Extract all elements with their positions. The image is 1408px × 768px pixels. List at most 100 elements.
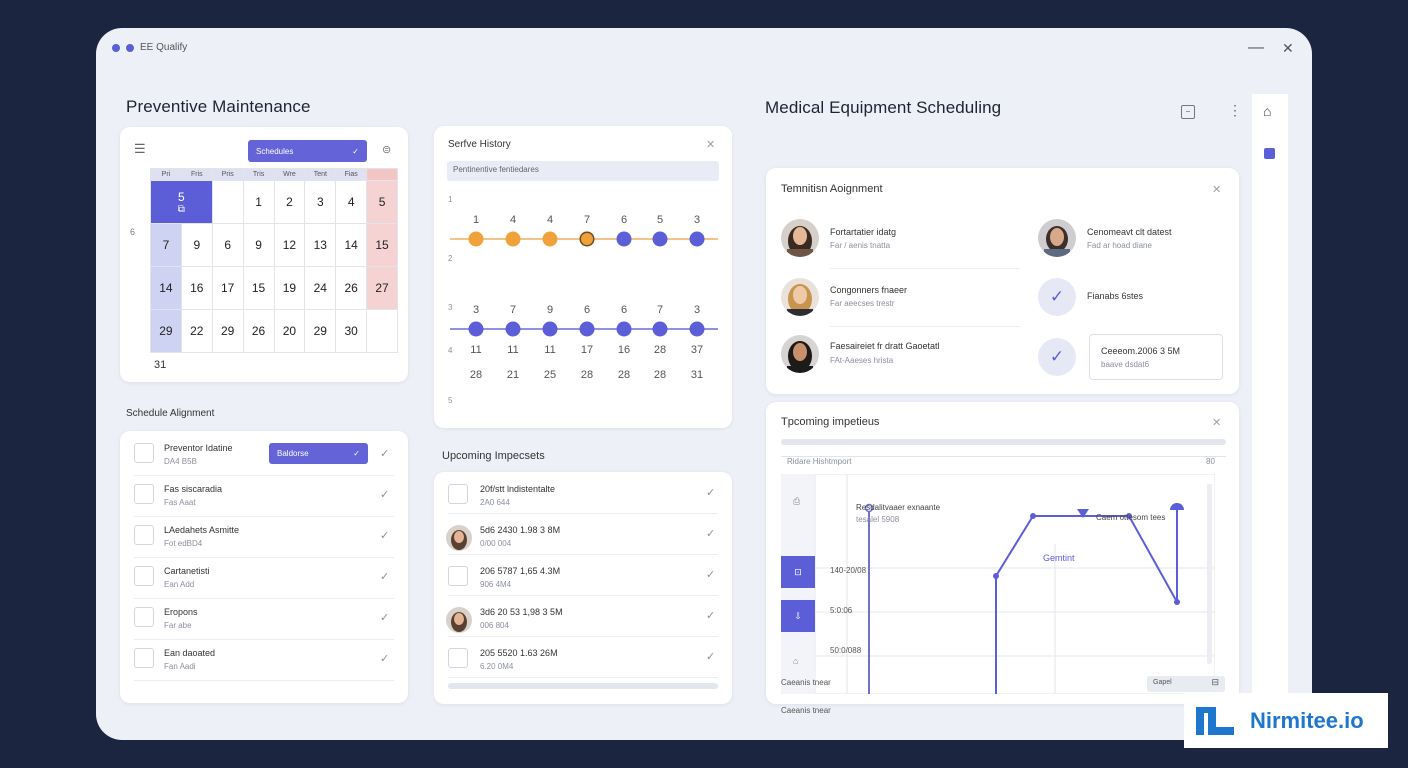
timeline-bead[interactable]	[505, 321, 521, 337]
calendar-day[interactable]: 22	[180, 309, 213, 353]
upcoming-item[interactable]: 205 5520 1.63 26M 6.20 0M4 ✓	[434, 644, 732, 685]
check-icon[interactable]: ✓	[706, 651, 716, 663]
checkbox[interactable]	[134, 525, 154, 545]
calendar-day[interactable]: 6	[211, 223, 244, 267]
upcoming-item[interactable]: 20f/stt lndistentalte 2A0 644 ✓	[434, 480, 732, 521]
timeline-bead[interactable]	[616, 321, 632, 337]
calendar-day[interactable]: 2	[273, 180, 306, 224]
calendar-day-selected[interactable]: 5 ⧉	[150, 180, 213, 224]
schedules-dropdown[interactable]: Schedules ✓	[248, 140, 367, 162]
checkbox[interactable]	[448, 566, 468, 586]
timeline-bead[interactable]	[652, 231, 668, 247]
calendar-day[interactable]: 24	[304, 266, 337, 310]
upcoming-item[interactable]: 3d6 20 53 1,98 3 5M 006 804 ✓	[434, 603, 732, 644]
calendar-toolbar-icon[interactable]: −	[1181, 105, 1195, 119]
download-tool-button[interactable]: ⇩	[781, 600, 815, 632]
calendar-day[interactable]: 13	[304, 223, 337, 267]
schedule-item[interactable]: Eropons Far abe ✓	[120, 605, 408, 646]
timeline-bead[interactable]	[652, 321, 668, 337]
calendar-day[interactable]: 5	[366, 180, 398, 224]
calendar-day[interactable]: 30	[335, 309, 368, 353]
checkbox[interactable]	[134, 648, 154, 668]
checkbox[interactable]	[448, 484, 468, 504]
window-dot-1[interactable]	[112, 44, 120, 52]
timeline-bead[interactable]	[542, 321, 558, 337]
check-icon[interactable]: ✓	[706, 610, 716, 622]
calendar-day[interactable]: 29	[211, 309, 244, 353]
upcoming-item[interactable]: 206 5787 1,65 4.3M 906 4M4 ✓	[434, 562, 732, 603]
calendar-day-trailing[interactable]: 31	[154, 359, 167, 371]
calendar-day[interactable]: 27	[366, 266, 398, 310]
gapel-button[interactable]: Gapel ⊟	[1147, 676, 1225, 692]
timeline-bead[interactable]	[579, 321, 595, 337]
check-icon[interactable]: ✓	[380, 571, 390, 583]
timeline-bead[interactable]	[468, 321, 484, 337]
schedule-item[interactable]: Cartanetisti Ean Add ✓	[120, 564, 408, 605]
status-box[interactable]: Ceeeom.2006 3 5M baave dsdat6	[1089, 334, 1223, 380]
calendar-day[interactable]: 12	[273, 223, 306, 267]
check-icon[interactable]: ✓	[706, 528, 716, 540]
timeline-bead[interactable]	[468, 231, 484, 247]
window-dot-2[interactable]	[126, 44, 134, 52]
close-icon[interactable]: ✕	[1212, 417, 1222, 429]
schedule-item[interactable]: Preventor Idatine DA4 B5B ✓	[120, 441, 408, 482]
calendar-day[interactable]: 9	[242, 223, 275, 267]
close-icon[interactable]: ✕	[1212, 184, 1222, 196]
calendar-day[interactable]: 15	[366, 223, 398, 267]
calendar-day[interactable]	[211, 180, 244, 224]
close-icon[interactable]: ✕	[706, 139, 716, 151]
checkbox[interactable]	[448, 648, 468, 668]
calendar-day[interactable]: 17	[211, 266, 244, 310]
calendar-day[interactable]: 1	[242, 180, 275, 224]
chart-scrollbar[interactable]	[1207, 484, 1212, 664]
schedule-item[interactable]: Fas siscaradia Fas Aaat ✓	[120, 482, 408, 523]
calendar-day[interactable]: 9	[180, 223, 213, 267]
menu-icon[interactable]: ☰	[134, 141, 146, 156]
timeline-bead[interactable]	[689, 231, 705, 247]
minimize-button[interactable]: —	[1248, 39, 1264, 56]
check-icon[interactable]: ✓	[706, 569, 716, 581]
upcoming-item[interactable]: 5d6 2430 1.98 3 8M 0/00 004 ✓	[434, 521, 732, 562]
timeline-bead[interactable]	[542, 231, 558, 247]
more-vertical-icon[interactable]: ⋮	[1228, 102, 1242, 118]
upcoming-scrollbar[interactable]	[448, 683, 718, 689]
timeline-bead[interactable]	[616, 231, 632, 247]
calendar-day[interactable]: 14	[335, 223, 368, 267]
filter-icon[interactable]: ⌂	[793, 656, 799, 666]
timeline-bead[interactable]	[579, 231, 595, 247]
close-window-button[interactable]: ✕	[1282, 40, 1294, 56]
calendar-day[interactable]: 29	[304, 309, 337, 353]
timeline-bead[interactable]	[505, 231, 521, 247]
calendar-day[interactable]: 7	[150, 223, 182, 267]
calendar-day[interactable]: 14	[150, 266, 182, 310]
check-icon[interactable]: ✓	[380, 530, 390, 542]
print-icon[interactable]: ⎙	[793, 496, 801, 506]
calendar-day[interactable]: 16	[180, 266, 213, 310]
timeline-bead[interactable]	[689, 321, 705, 337]
baldorse-dropdown[interactable]: Baldorse ✓	[269, 443, 368, 464]
settings-icon[interactable]: ⊜	[382, 144, 392, 156]
check-icon[interactable]: ✓	[380, 653, 390, 665]
checkbox[interactable]	[134, 607, 154, 627]
service-search-input[interactable]: Pentinentive fentiedares	[447, 161, 719, 181]
calendar-day[interactable]: 26	[335, 266, 368, 310]
calendar-day[interactable]: 4	[335, 180, 368, 224]
check-icon[interactable]: ✓	[380, 612, 390, 624]
schedule-item[interactable]: Ean daoated Fan Aadi ✓	[120, 646, 408, 687]
calendar-day[interactable]: 3	[304, 180, 337, 224]
checkbox[interactable]	[134, 484, 154, 504]
calendar-day[interactable]: 29	[150, 309, 182, 353]
bookmark-icon[interactable]	[1264, 148, 1275, 159]
calendar-tool-button[interactable]: ⊡	[781, 556, 815, 588]
home-icon[interactable]: ⌂	[1263, 103, 1272, 119]
check-icon[interactable]: ✓	[380, 448, 390, 460]
checkbox[interactable]	[134, 443, 154, 463]
check-icon[interactable]: ✓	[706, 487, 716, 499]
check-circle-icon[interactable]: ✓	[1038, 338, 1076, 376]
check-icon[interactable]: ✓	[380, 489, 390, 501]
schedule-item[interactable]: LAedahets Asmitte Fot edBD4 ✓	[120, 523, 408, 564]
calendar-day[interactable]: 20	[273, 309, 306, 353]
calendar-day[interactable]: 19	[273, 266, 306, 310]
calendar-day[interactable]	[366, 309, 398, 353]
calendar-day[interactable]: 15	[242, 266, 275, 310]
